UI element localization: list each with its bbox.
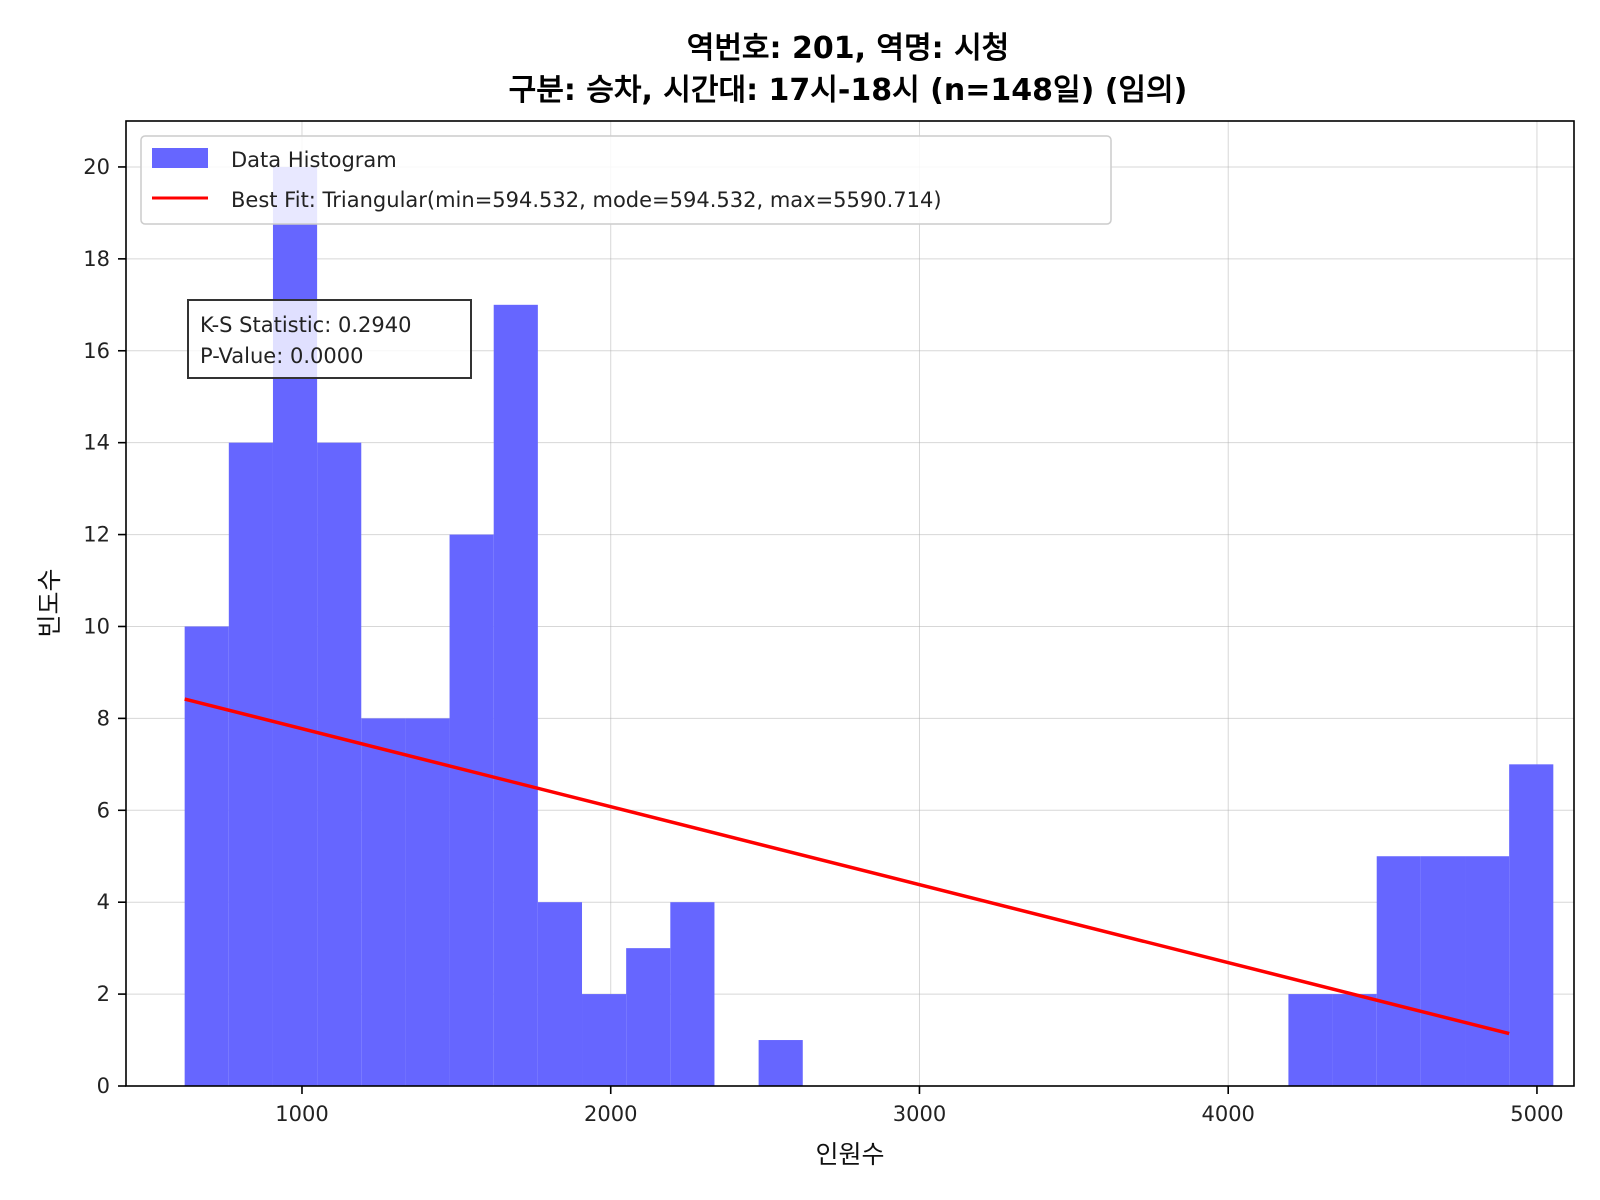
fit-line-group — [184, 697, 1510, 1036]
histogram-bars — [184, 166, 1554, 1087]
x-axis-label: 인원수 — [815, 1140, 884, 1169]
histogram-bar — [449, 534, 494, 1086]
x-tick-label: 4000 — [1201, 1102, 1254, 1126]
histogram-bar — [1420, 856, 1466, 1086]
legend-label-fit-line: Best Fit: Triangular(min=594.532, mode=5… — [231, 188, 942, 212]
histogram-bar — [670, 902, 715, 1086]
histogram-bar — [493, 304, 538, 1086]
x-tick-label: 1000 — [275, 1102, 328, 1126]
y-axis-label: 빈도수 — [35, 568, 64, 637]
histogram-bar — [582, 994, 627, 1086]
y-tick-label: 10 — [83, 614, 110, 638]
histogram-bar — [758, 1040, 803, 1086]
x-tick-label: 3000 — [893, 1102, 946, 1126]
histogram-bar — [184, 626, 229, 1086]
histogram-bar — [626, 948, 671, 1086]
histogram-bar — [361, 718, 406, 1086]
y-tick-label: 14 — [83, 431, 110, 455]
x-tick-label: 5000 — [1510, 1102, 1563, 1126]
fit-line — [184, 697, 1510, 1036]
histogram-bar — [228, 442, 273, 1087]
axis-ticks: 1000 2000 3000 4000 5000 0 2 4 6 8 10 12 14 16 18 20 — [83, 155, 1563, 1126]
chart-title-line-1: 역번호: 201, 역명: 시청 — [687, 31, 1010, 66]
histogram-bar — [1509, 764, 1554, 1086]
x-tick-label: 2000 — [584, 1102, 637, 1126]
ks-stats-box: K-S Statistic: 0.2940 P-Value: 0.0000 — [187, 299, 472, 379]
histogram-bar — [1465, 856, 1510, 1086]
p-value-text: P-Value: 0.0000 — [200, 344, 363, 368]
legend-label-histogram: Data Histogram — [231, 148, 397, 172]
ks-stats-frame — [187, 299, 472, 379]
histogram-bar — [1288, 994, 1333, 1086]
histogram-bar — [1376, 856, 1421, 1086]
histogram-bar — [1332, 994, 1377, 1086]
y-tick-label: 2 — [97, 982, 110, 1006]
y-tick-label: 16 — [83, 339, 110, 363]
y-tick-label: 4 — [97, 890, 110, 914]
chart-title-line-2: 구분: 승차, 시간대: 17시-18시 (n=148일) (임의) — [509, 73, 1188, 108]
histogram-bar — [405, 718, 450, 1086]
y-tick-label: 6 — [97, 798, 110, 822]
legend-box — [140, 135, 1112, 225]
histogram-bar — [537, 902, 583, 1086]
legend-swatch-histogram — [152, 148, 208, 168]
histogram-bar — [317, 442, 362, 1087]
y-tick-label: 20 — [83, 155, 110, 179]
y-tick-label: 0 — [97, 1074, 110, 1098]
y-tick-label: 8 — [97, 706, 110, 730]
plot-frame — [125, 120, 1575, 1087]
y-tick-label: 18 — [83, 247, 110, 271]
legend: Data Histogram Best Fit: Triangular(min=… — [140, 135, 1112, 225]
ks-statistic-text: K-S Statistic: 0.2940 — [200, 313, 411, 337]
y-tick-label: 12 — [83, 523, 110, 547]
